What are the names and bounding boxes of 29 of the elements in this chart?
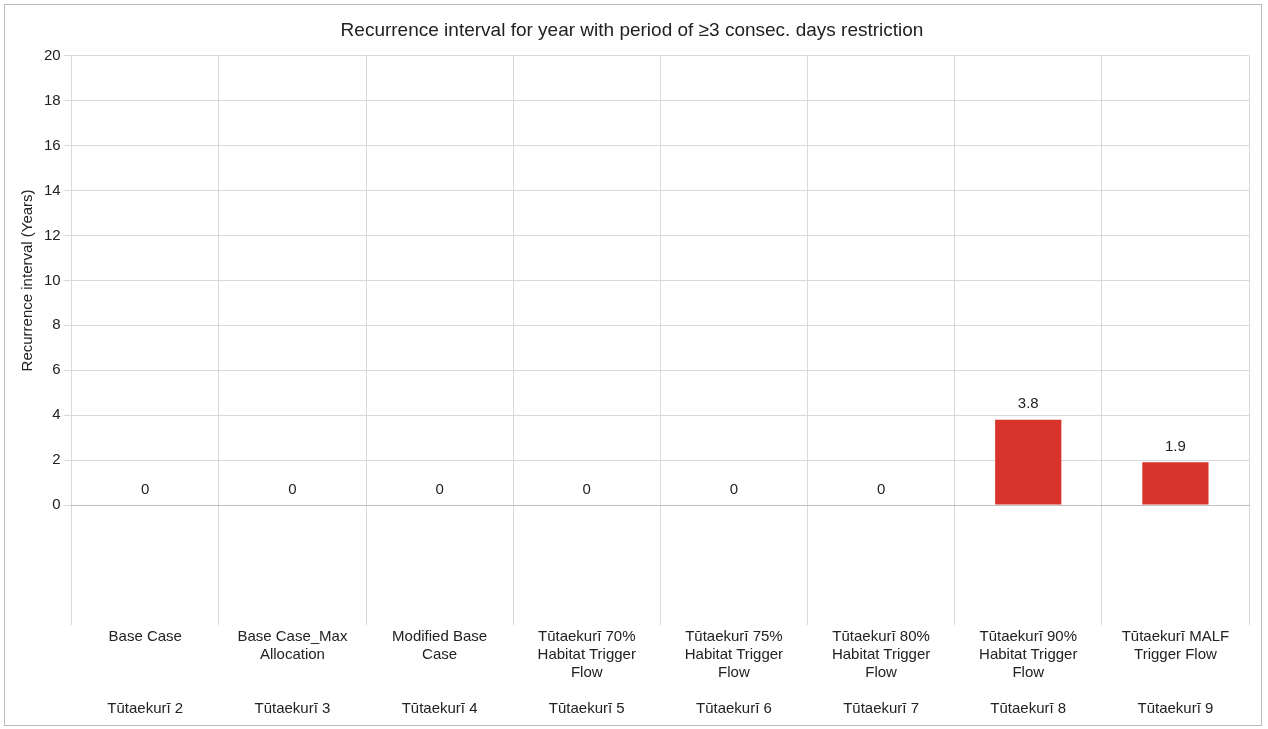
y-tick-label: 18	[44, 90, 61, 108]
category-label: Tūtaekurī 70% Habitat Trigger Flow Tūtaekurī 5	[537, 627, 636, 717]
y-tick-label: 20	[44, 45, 61, 63]
category-label: Tūtaekurī 90% Habitat Trigger Flow Tūtaekurī 8	[979, 627, 1078, 717]
category-label: Base Case Tūtaekurī 2	[107, 627, 184, 717]
data-label: 3.8	[1017, 394, 1039, 412]
data-label: 0	[582, 479, 591, 497]
data-label: 0	[141, 479, 150, 497]
y-tick-label: 12	[44, 225, 61, 243]
data-label: 0	[876, 479, 886, 497]
category-label: Modified Base Case Tūtaekurī 4	[392, 627, 488, 717]
data-label: 1.9	[1164, 436, 1186, 454]
category-label: Tūtaekurī MALF Trigger Flow Tūtaekurī 9	[1121, 627, 1230, 717]
y-tick-label: 14	[44, 180, 61, 198]
data-label: 0	[435, 479, 444, 497]
chart-title: Recurrence interval for year with period of ≥3 consec. days restriction	[340, 18, 924, 40]
y-tick-label: 16	[44, 135, 61, 153]
y-tick-label: 0	[52, 495, 61, 513]
y-tick-label: 6	[52, 360, 61, 378]
data-label: 0	[729, 479, 739, 497]
y-tick-label: 10	[44, 270, 61, 288]
category-label: Tūtaekurī 75% Habitat Trigger Flow Tūtaekurī 6	[684, 627, 784, 717]
category-label: Base Case_Max Allocation Tūtaekurī 3	[237, 627, 348, 717]
category-label: Tūtaekurī 80% Habitat Trigger Flow Tūtaekurī 7	[831, 627, 931, 717]
y-axis-title: Recurrence interval (Years)	[18, 189, 36, 372]
y-tick-label: 2	[52, 450, 61, 468]
y-tick-label: 8	[52, 315, 61, 333]
y-tick-label: 4	[52, 405, 61, 423]
data-label: 0	[288, 479, 297, 497]
